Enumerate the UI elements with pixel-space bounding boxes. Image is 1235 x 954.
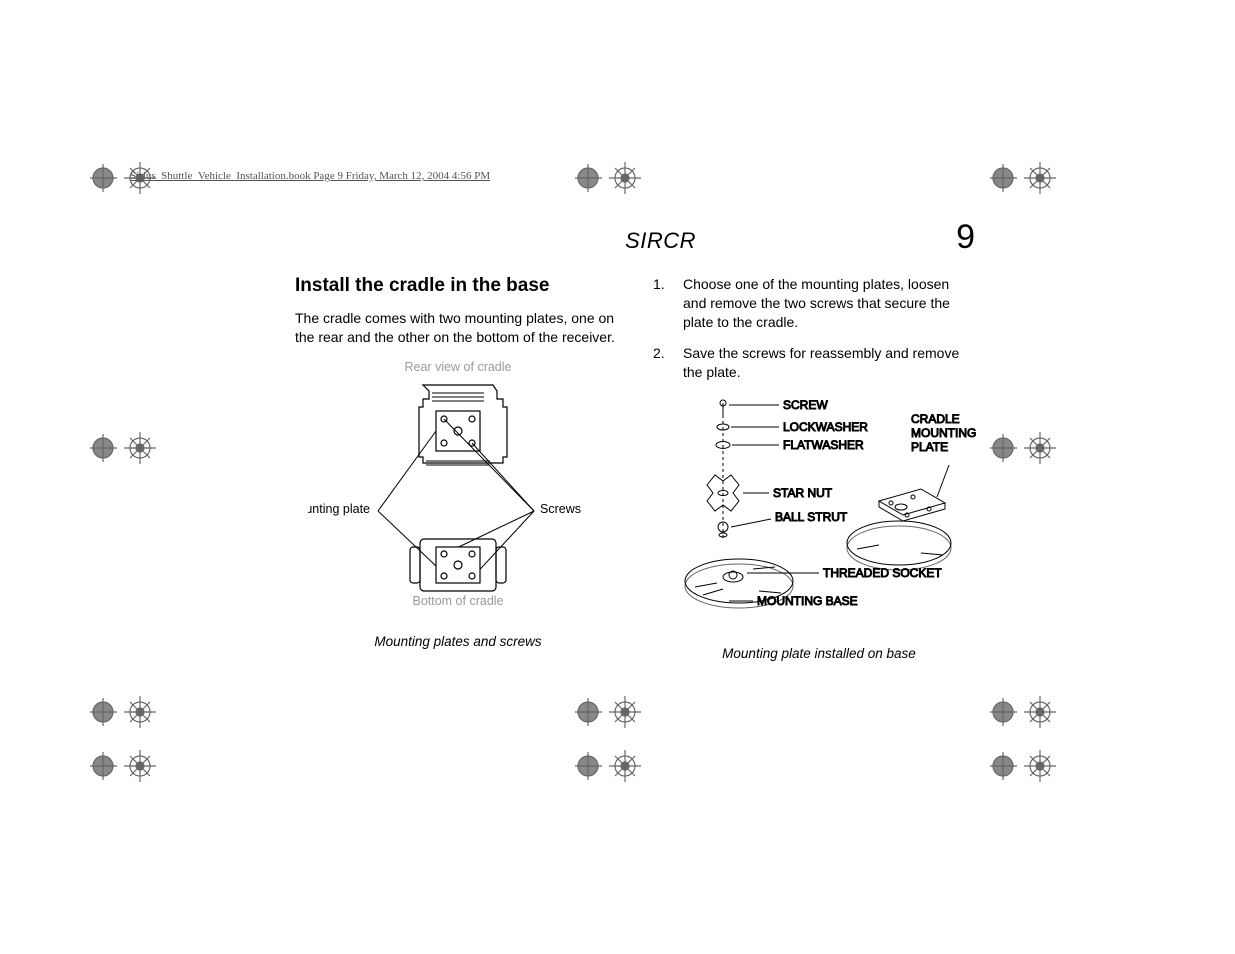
- fig2-label-lockwasher: LOCKWASHER: [783, 420, 868, 434]
- fig2-label-mountingbase: MOUNTING BASE: [757, 594, 858, 608]
- content-columns: Install the cradle in the base The cradl…: [130, 275, 1105, 669]
- figure-caption-left: Mounting plates and screws: [308, 634, 608, 649]
- figure-label-bottom-cradle: Bottom of cradle: [412, 594, 503, 608]
- step-item: Choose one of the mounting plates, loose…: [649, 275, 975, 332]
- section-intro: The cradle comes with two mounting plate…: [295, 309, 621, 347]
- step-item: Save the screws for reassembly and remov…: [649, 344, 975, 382]
- running-header: Sirius_Shuttle_Vehicle_Installation.book…: [130, 170, 1105, 182]
- fig2-label-cradleplate-1: CRADLE: [911, 412, 960, 426]
- fig2-label-cradleplate-3: PLATE: [911, 440, 948, 454]
- figure-caption-right: Mounting plate installed on base: [649, 646, 989, 661]
- fig2-label-cradleplate-2: MOUNTING: [911, 426, 976, 440]
- fig2-label-starnut: STAR NUT: [773, 486, 833, 500]
- figure-exploded-assembly: SCREW LOCKWASHER FLATWASHER: [649, 393, 989, 661]
- page-container: Sirius_Shuttle_Vehicle_Installation.book…: [130, 170, 1105, 800]
- fig2-label-threadedsocket: THREADED SOCKET: [823, 566, 942, 580]
- figure-label-screws: Screws: [540, 502, 581, 516]
- figure-label-rear-view: Rear view of cradle: [405, 361, 512, 374]
- page-number: 9: [956, 218, 975, 257]
- fig2-label-flatwasher: FLATWASHER: [783, 438, 864, 452]
- figure-mounting-plates: Rear view of cradle: [308, 361, 608, 649]
- steps-list: Choose one of the mounting plates, loose…: [649, 275, 975, 381]
- figure-label-bottom-plate: Bottom mounting plate: [308, 502, 370, 516]
- fig2-label-screw: SCREW: [783, 398, 828, 412]
- left-column: Install the cradle in the base The cradl…: [130, 275, 621, 669]
- doc-code: SIRCR: [625, 228, 696, 254]
- section-title: Install the cradle in the base: [295, 275, 621, 297]
- page-header-row: SIRCR 9: [130, 218, 1105, 257]
- fig2-label-ballstrut: BALL STRUT: [775, 510, 848, 524]
- right-column: Choose one of the mounting plates, loose…: [649, 275, 1105, 669]
